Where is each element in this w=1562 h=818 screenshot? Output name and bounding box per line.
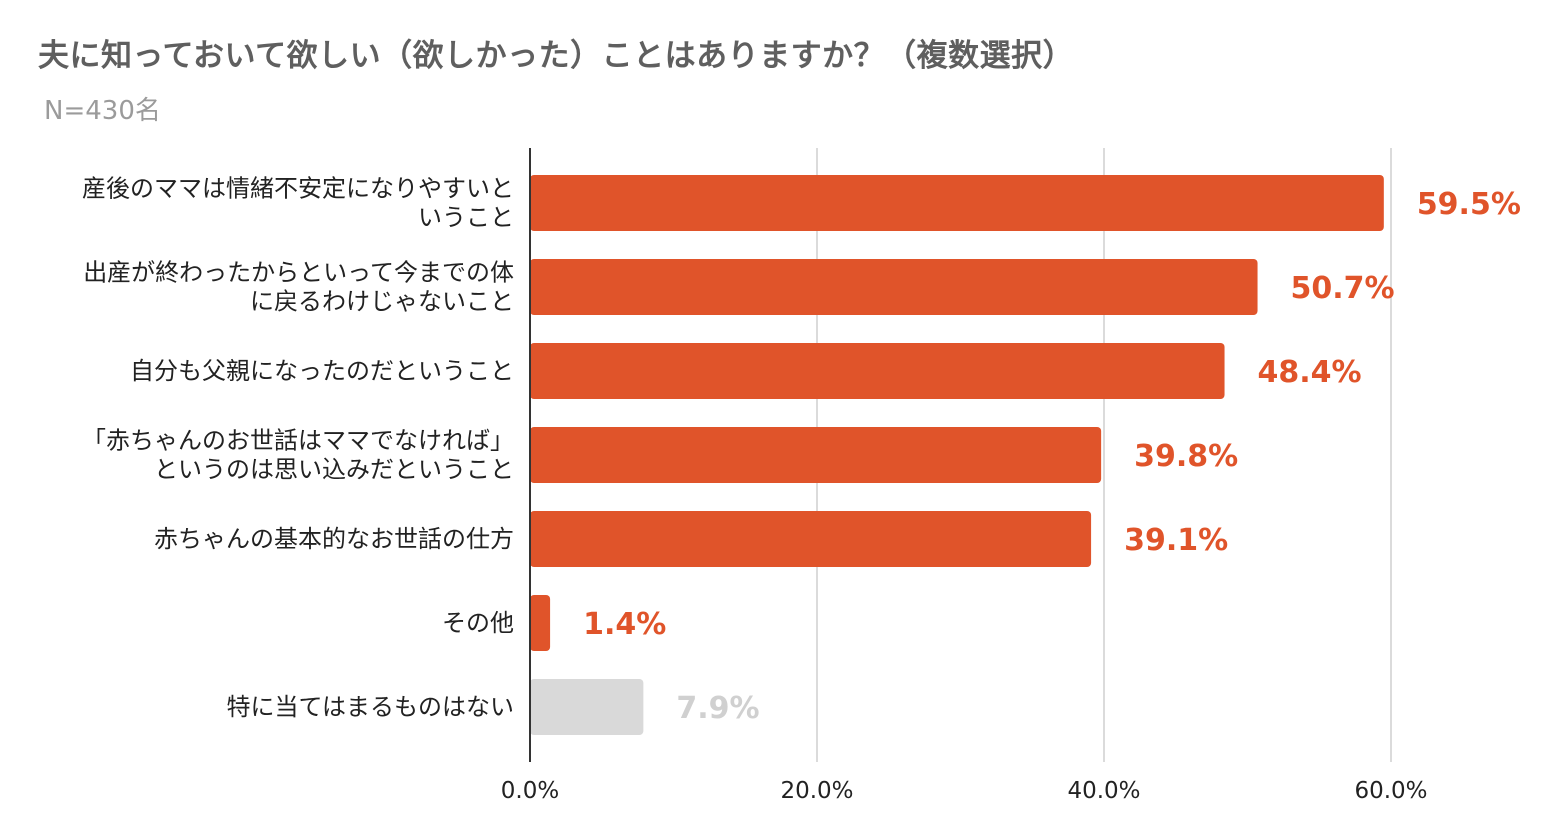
bar xyxy=(530,679,644,735)
bar xyxy=(530,511,1092,567)
bar xyxy=(530,175,1384,231)
category-label: に戻るわけじゃないこと xyxy=(250,288,514,316)
data-label: 39.8% xyxy=(1134,439,1238,474)
x-tick-label: 0.0% xyxy=(501,778,559,804)
x-tick-label: 20.0% xyxy=(780,778,853,804)
data-label: 59.5% xyxy=(1417,187,1521,222)
x-tick-label: 40.0% xyxy=(1067,778,1140,804)
category-label: というのは思い込みだということ xyxy=(154,456,514,484)
category-label: いうこと xyxy=(418,204,514,232)
category-label: 自分も父親になったのだということ xyxy=(130,357,514,385)
category-label: 「赤ちゃんのお世話はママでなければ」 xyxy=(82,427,514,455)
bar xyxy=(530,343,1225,399)
data-label: 50.7% xyxy=(1291,271,1395,306)
data-label: 39.1% xyxy=(1124,523,1228,558)
bar xyxy=(530,427,1102,483)
chart-title: 夫に知っておいて欲しい（欲しかった）ことはありますか？（複数選択） xyxy=(38,38,1075,74)
data-label: 7.9% xyxy=(676,691,759,726)
category-label: 出産が終わったからといって今までの体 xyxy=(83,259,514,287)
data-label: 48.4% xyxy=(1258,355,1362,390)
data-label: 1.4% xyxy=(583,607,666,642)
bar xyxy=(530,595,551,651)
chart-subtitle: N=430名 xyxy=(44,96,161,126)
category-label: 産後のママは情緒不安定になりやすいと xyxy=(82,175,514,203)
x-tick-label: 60.0% xyxy=(1354,778,1427,804)
category-label: 特に当てはまるものはない xyxy=(226,693,514,721)
category-label: 赤ちゃんの基本的なお世話の仕方 xyxy=(154,525,514,553)
category-label: その他 xyxy=(442,609,514,637)
bar xyxy=(530,259,1258,315)
